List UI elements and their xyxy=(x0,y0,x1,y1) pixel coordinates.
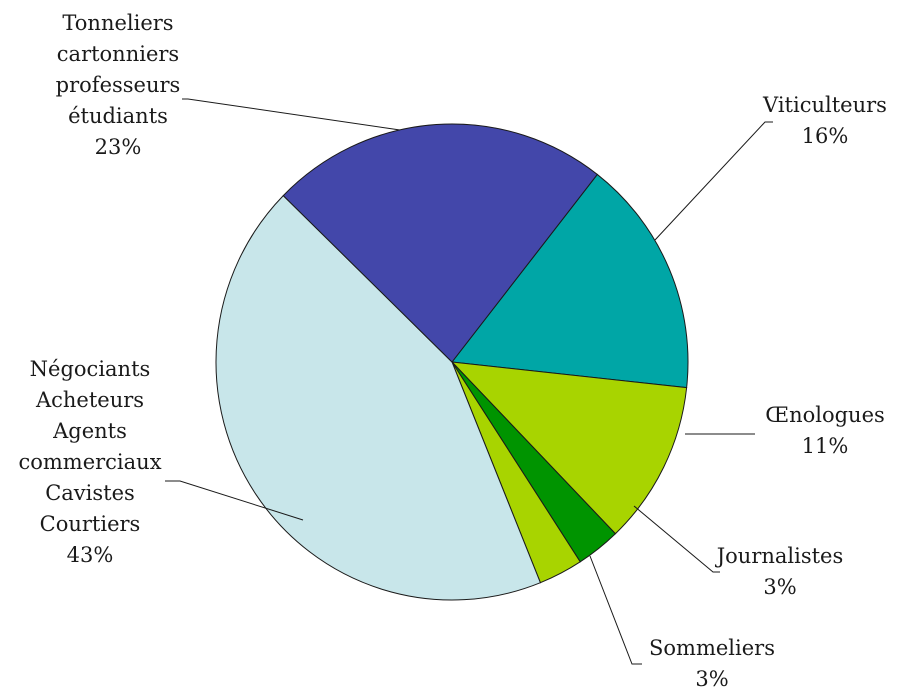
slice-label-line: Œnologues xyxy=(765,403,885,427)
slice-percent-4: 43% xyxy=(67,543,114,567)
slice-label-line: commerciaux xyxy=(18,450,161,474)
slice-label-2: Journalistes 3% xyxy=(715,544,844,599)
pie-slice-0 xyxy=(451,173,689,389)
pie-slice-5 xyxy=(282,123,598,363)
slice-percent-3: 3% xyxy=(695,667,728,691)
slice-percent-5: 23% xyxy=(95,135,142,159)
leader-line-5 xyxy=(182,98,401,131)
slice-label-line: Viticulteurs xyxy=(762,93,887,117)
slice-label-line: Sommeliers xyxy=(649,636,775,660)
slice-label-line: cartonniers xyxy=(57,42,179,66)
slice-label-4: Négociants Acheteurs Agents commerciaux Cavi… xyxy=(18,357,161,567)
slice-label-0: Viticulteurs 16% xyxy=(762,93,887,148)
slice-percent-2: 3% xyxy=(763,575,796,599)
slice-label-line: Acheteurs xyxy=(35,388,144,412)
slice-label-line: étudiants xyxy=(68,104,168,128)
leader-line-0 xyxy=(654,121,773,241)
leader-lines xyxy=(165,98,773,665)
pie-slices xyxy=(215,123,689,601)
slice-label-line: Négociants xyxy=(30,357,151,381)
leader-line-2 xyxy=(633,505,720,573)
leader-line-3 xyxy=(589,555,642,665)
slice-label-line: Agents xyxy=(52,419,127,443)
pie-slice-4 xyxy=(215,194,542,601)
pie-slice-1 xyxy=(450,361,688,535)
slice-label-line: professeurs xyxy=(56,73,181,97)
slice-percent-1: 11% xyxy=(802,434,849,458)
leader-line-4 xyxy=(165,480,304,521)
slice-label-3: Sommeliers 3% xyxy=(649,636,775,691)
slice-labels: Viticulteurs 16% Œnologues 11% Journalistes 3… xyxy=(18,11,886,691)
slice-percent-0: 16% xyxy=(802,124,849,148)
slice-label-line: Journalistes xyxy=(715,544,844,568)
slice-label-line: Cavistes xyxy=(45,481,135,505)
slice-label-line: Tonneliers xyxy=(62,11,173,35)
slice-label-5: Tonneliers cartonniers professeurs étudiant… xyxy=(56,11,181,159)
slice-label-1: Œnologues 11% xyxy=(765,403,885,458)
slice-label-line: Courtiers xyxy=(40,512,141,536)
